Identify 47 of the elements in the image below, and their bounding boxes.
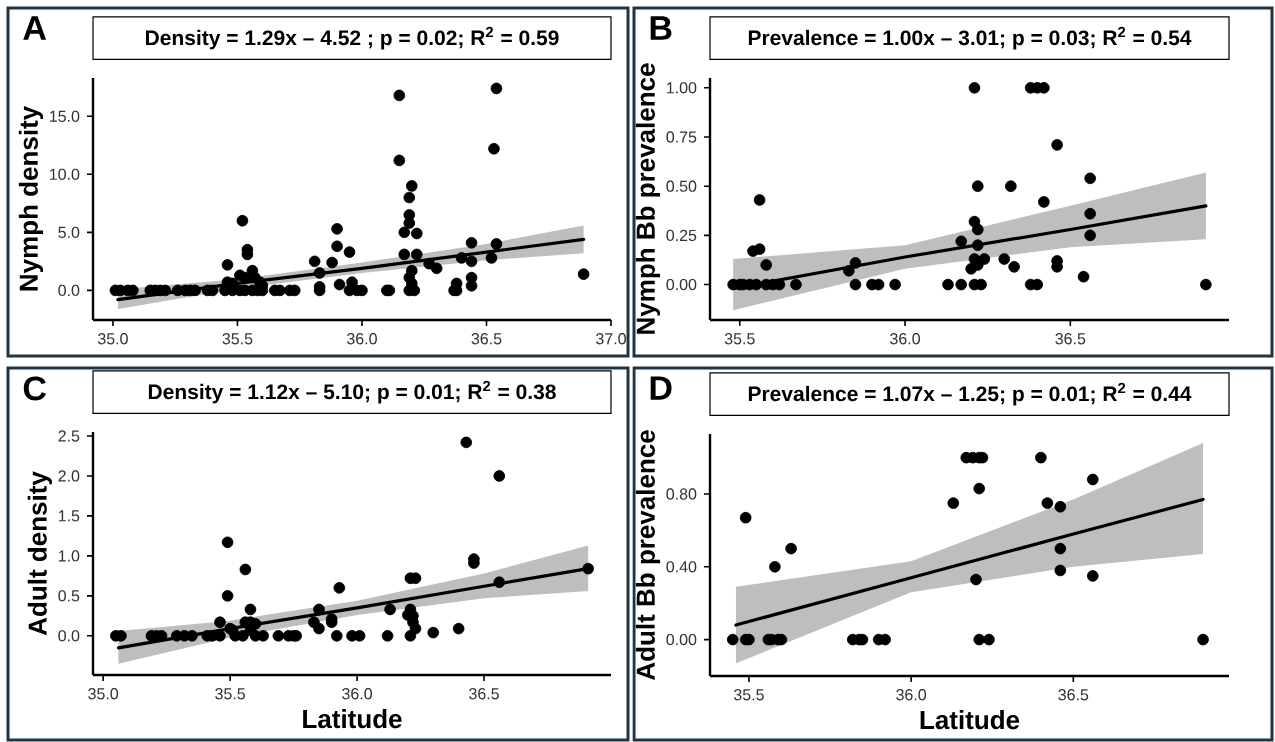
chart-title: Prevalence = 1.07x – 1.25; p = 0.01; R$^{2}$ = 0.44 bbox=[748, 382, 1192, 406]
y-axis-title: Adult density bbox=[27, 471, 52, 636]
text: C bbox=[23, 376, 47, 401]
y-tick-label: 1.5 bbox=[58, 510, 80, 522]
y-axis-title: Nymph Bb prevalence bbox=[635, 63, 661, 334]
y-tick-label: 1.0 bbox=[58, 550, 80, 562]
y-tick-label: 0.5 bbox=[58, 590, 80, 602]
x-tick-label: 36.5 bbox=[1058, 689, 1089, 701]
y-tick-label: 2.0 bbox=[58, 470, 80, 482]
chart-title: Density = 1.29x – 4.52 ; p = 0.02; R$^{2}$ = 0.59 bbox=[146, 26, 559, 50]
y-axis-title: Nymph density bbox=[18, 105, 44, 291]
x-axis-title: Latitude bbox=[303, 709, 402, 729]
y-tick-label: 2.5 bbox=[58, 430, 80, 442]
y-tick-label: 0.75 bbox=[666, 131, 697, 143]
y-tick-label: 1.00 bbox=[667, 82, 697, 94]
chart-title: Density = 1.12x – 5.10; p = 0.01; R$^{2}$ = 0.38 bbox=[148, 380, 556, 404]
x-tick-label: 35.0 bbox=[97, 333, 128, 345]
x-tick-label: 35.5 bbox=[215, 688, 246, 700]
x-tick-label: 35.5 bbox=[724, 333, 755, 345]
x-tick-label: 35.5 bbox=[222, 333, 253, 345]
y-tick-label: 0.50 bbox=[666, 180, 697, 192]
y-tick-label: 0.00 bbox=[666, 633, 697, 646]
x-tick-label: 35.0 bbox=[88, 688, 119, 700]
y-tick-label: 0.25 bbox=[666, 229, 697, 242]
x-tick-label: 36.5 bbox=[471, 333, 502, 345]
x-tick-label: 35.5 bbox=[733, 689, 764, 701]
x-tick-label: 36.5 bbox=[1055, 333, 1086, 345]
chart-title: Prevalence = 1.00x – 3.01; p = 0.03; R$^{2}$ = 0.54 bbox=[748, 26, 1192, 50]
x-tick-label: 36.5 bbox=[469, 688, 499, 700]
x-axis-title: Latitude bbox=[920, 710, 1020, 730]
x-tick-label: 36.0 bbox=[890, 333, 920, 345]
text: A bbox=[23, 16, 47, 40]
y-axis-title: Adult Bb prevalence bbox=[635, 430, 661, 681]
text: B bbox=[650, 16, 672, 40]
y-tick-label: 0.0 bbox=[58, 284, 80, 297]
x-tick-label: 36.0 bbox=[342, 688, 373, 700]
y-tick-label: 0.00 bbox=[666, 278, 697, 291]
y-tick-label: 5.0 bbox=[58, 226, 80, 239]
x-tick-label: 37.0 bbox=[596, 333, 626, 345]
y-tick-label: 10.0 bbox=[50, 168, 80, 180]
y-tick-label: 15.0 bbox=[50, 110, 80, 122]
y-tick-label: 0.80 bbox=[666, 488, 697, 500]
text: D bbox=[650, 376, 672, 400]
x-tick-label: 36.0 bbox=[896, 689, 927, 701]
y-tick-label: 0.0 bbox=[58, 630, 80, 642]
y-tick-label: 0.40 bbox=[666, 561, 697, 573]
x-tick-label: 36.0 bbox=[346, 333, 377, 345]
